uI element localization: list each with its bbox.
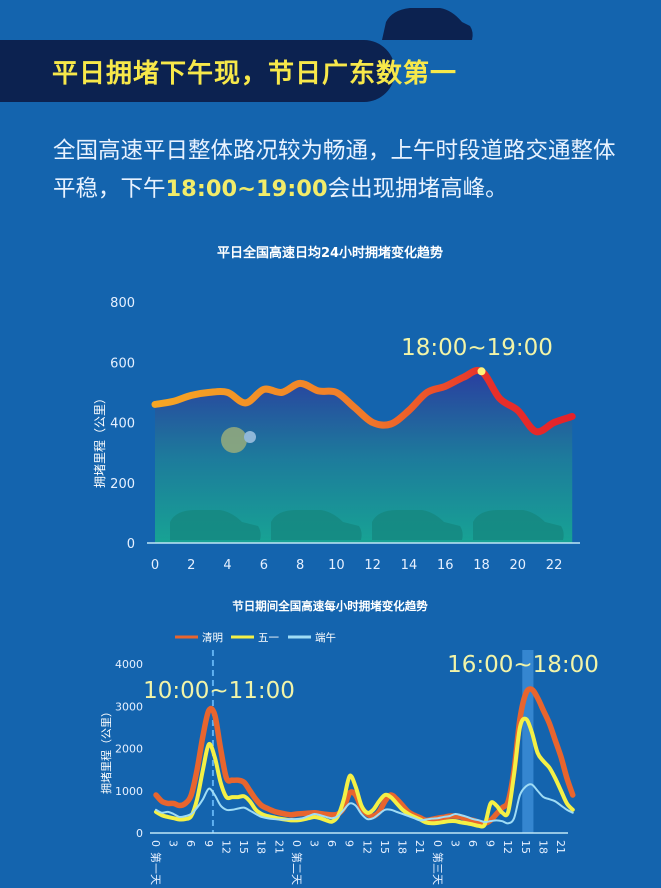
x-tick-label: 15: [237, 840, 250, 854]
x-tick-label: 18: [536, 840, 549, 854]
y-tick-label: 1000: [115, 785, 143, 798]
x-tick-label: 3: [167, 840, 180, 847]
car-silhouette-icon: [271, 510, 362, 540]
x-tick-label: 12: [364, 558, 381, 573]
y-tick-label: 0: [127, 537, 135, 552]
y-tick-label: 2000: [115, 743, 143, 756]
day-label: 第三天: [431, 852, 445, 885]
series-line-五一: [154, 716, 575, 829]
peak-marker: [477, 367, 486, 376]
x-tick-label: 21: [554, 840, 567, 854]
x-tick-label: 6: [466, 840, 479, 847]
x-tick-label: 2: [187, 558, 195, 573]
day-label: 第一天: [149, 852, 163, 885]
legend-label: 五一: [258, 632, 279, 644]
day-label: 第二天: [290, 852, 304, 885]
x-tick-label: 0: [431, 840, 444, 847]
y-tick-label: 4000: [115, 658, 143, 671]
x-tick-label: 12: [501, 840, 514, 854]
x-tick-label: 4: [223, 558, 231, 573]
intro-highlight: 18:00~19:00: [165, 176, 328, 202]
car-silhouette-icon: [170, 510, 261, 540]
intro-paragraph: 全国高速平日整体路况较为畅通，上午时段道路交通整体平稳，下午18:00~19:0…: [53, 132, 633, 208]
x-tick-label: 21: [272, 840, 285, 854]
y-tick-label: 3000: [115, 700, 143, 713]
x-tick-label: 9: [202, 840, 215, 847]
x-tick-label: 20: [510, 558, 527, 573]
car-silhouette-icon: [372, 510, 463, 540]
y-tick-label: 400: [110, 417, 135, 432]
x-tick-label: 18: [473, 558, 490, 573]
chart-title: 节日期间全国高速每小时拥堵变化趋势: [232, 599, 428, 613]
x-tick-label: 12: [219, 840, 232, 854]
annotation-label: 10:00~11:00: [143, 678, 295, 704]
title-band: [0, 40, 395, 102]
x-tick-label: 6: [325, 840, 338, 847]
x-tick-label: 21: [413, 840, 426, 854]
x-tick-label: 12: [360, 840, 373, 854]
series-line-端午: [155, 783, 574, 825]
x-tick-label: 0: [149, 840, 162, 847]
y-tick-label: 600: [110, 356, 135, 371]
x-tick-label: 15: [378, 840, 391, 854]
legend-label: 清明: [202, 631, 223, 644]
x-tick-label: 15: [519, 840, 532, 854]
x-tick-label: 18: [396, 840, 409, 854]
x-tick-label: 6: [260, 558, 268, 573]
series-line: [151, 366, 576, 436]
y-tick-label: 800: [110, 296, 135, 311]
x-tick-label: 16: [437, 558, 454, 573]
x-tick-label: 18: [255, 840, 268, 854]
x-tick-label: 9: [484, 840, 497, 847]
legend-label: 端午: [315, 631, 336, 644]
x-tick-label: 0: [151, 558, 159, 573]
moon-icon: [221, 427, 247, 453]
y-axis-label: 拥堵里程（公里）: [92, 392, 107, 488]
y-tick-label: 0: [136, 827, 143, 840]
annotation-label: 16:00~18:00: [447, 652, 599, 678]
area-fill: [155, 370, 573, 543]
x-tick-label: 0: [290, 840, 303, 847]
peak-annotation: 18:00~19:00: [401, 335, 553, 361]
x-tick-label: 8: [296, 558, 304, 573]
x-tick-label: 3: [307, 840, 320, 847]
page-title: 平日拥堵下午现，节日广东数第一: [52, 59, 458, 89]
x-tick-label: 22: [546, 558, 563, 573]
x-tick-label: 14: [401, 558, 418, 573]
car-silhouette-icon: [473, 510, 564, 540]
highlight-band: [522, 650, 534, 833]
car-silhouette-icon: [382, 8, 473, 40]
x-tick-label: 10: [328, 558, 345, 573]
cloud-icon: [244, 431, 256, 443]
intro-text-end: 会出现拥堵高峰。: [327, 176, 508, 202]
x-tick-label: 6: [184, 840, 197, 847]
chart-title: 平日全国高速日均24小时拥堵变化趋势: [217, 245, 443, 261]
x-tick-label: 9: [343, 840, 356, 847]
y-tick-label: 200: [110, 477, 135, 492]
y-axis-label: 拥堵里程（公里）: [99, 706, 113, 794]
intro-text: 全国高速平日整体路况较为畅通，上午时段道路交通整体平稳，下午: [53, 138, 616, 202]
x-tick-label: 3: [448, 840, 461, 847]
